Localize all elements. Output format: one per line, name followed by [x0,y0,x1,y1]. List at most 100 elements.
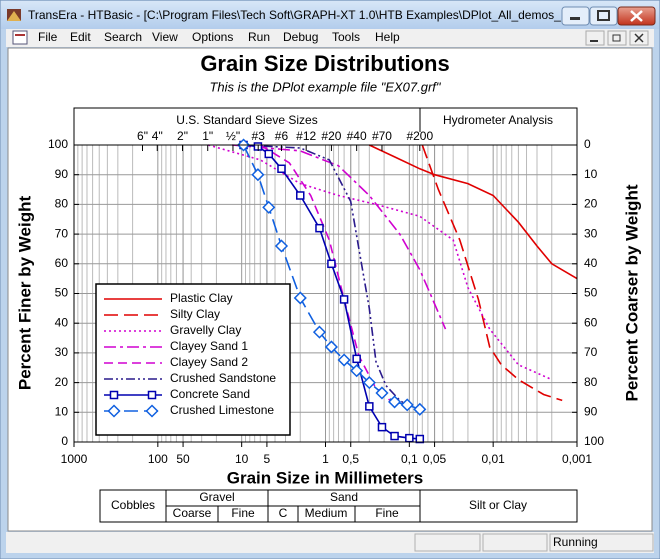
app-icon [7,9,21,21]
legend-label: Concrete Sand [170,387,250,401]
status-text: Running [553,535,598,549]
x-tick-label: 100 [148,452,168,466]
sieve-tick-label: #200 [406,129,433,143]
legend-label: Clayey Sand 2 [170,355,248,369]
marker [145,404,159,418]
mdi-restore[interactable] [607,30,627,46]
marker [337,353,351,367]
y-tick-label: 50 [55,286,69,300]
y2-axis-label: Percent Coarser by Weight [622,184,641,401]
x-tick-label: 0,5 [342,452,359,466]
marker [251,168,265,182]
marker [375,386,389,400]
y-axis-label: Percent Finer by Weight [15,196,34,391]
chart-title: Grain Size Distributions [200,51,449,76]
class-label: Coarse [173,506,212,520]
menu-bar [6,29,654,47]
status-panel [482,533,548,552]
class-label: Gravel [199,490,234,504]
menu-item[interactable]: Search [104,30,142,44]
marker [362,376,376,390]
y-tick-label: 30 [55,345,69,359]
y2-tick-label: 50 [584,286,598,300]
class-label: Cobbles [111,498,155,512]
legend: Plastic Clay Silty Clay Gravelly Clay Claye… [95,283,291,436]
menu-item[interactable]: Tools [332,30,360,44]
legend-label: Clayey Sand 1 [170,339,248,353]
marker [350,364,364,378]
header-left: U.S. Standard Sieve Sizes [176,113,317,127]
y-tick-label: 40 [55,315,69,329]
y-tick-label: 90 [55,167,69,181]
sieve-tick-label: #70 [372,129,392,143]
legend-label: Gravelly Clay [170,323,241,337]
marker [107,404,121,418]
marker [377,422,387,432]
marker [413,402,427,416]
y2-tick-label: 100 [584,434,604,448]
marker [315,223,324,233]
marker [324,340,338,354]
sieve-tick-label: 6" [137,129,148,143]
legend-label: Crushed Sandstone [170,371,276,385]
menu-item[interactable]: File [38,30,58,44]
minimize-button[interactable] [561,6,590,26]
sieve-tick-label: #3 [252,129,266,143]
header-right: Hydrometer Analysis [443,113,553,127]
mdi-minimize[interactable] [585,30,605,46]
maximize-button[interactable] [589,6,618,26]
marker [400,398,414,412]
y2-tick-label: 90 [584,404,598,418]
menu-item[interactable]: Run [248,30,270,44]
mdi-close[interactable] [629,30,649,46]
class-label: Fine [375,506,399,520]
marker [352,354,361,364]
class-label: C [279,506,288,520]
chart-subtitle: This is the DPlot example file "EX07.grf… [209,79,441,94]
series-line [368,144,578,280]
legend-label: Crushed Limestone [170,403,274,417]
menu-item[interactable]: Help [375,30,400,44]
status-panel [414,533,481,552]
x-tick-label: 0,001 [562,452,592,466]
close-button[interactable] [617,6,656,26]
x-tick-label: 1 [322,452,329,466]
marker [277,164,286,174]
marker [388,395,402,409]
y-tick-label: 70 [55,226,69,240]
y2-tick-label: 40 [584,256,598,270]
marker [264,149,274,159]
plot-border [73,144,578,443]
class-label: Sand [330,490,358,504]
marker [296,191,305,200]
sieve-tick-label: 2" [177,129,188,143]
menu-item[interactable]: Options [192,30,233,44]
marker [109,390,119,400]
sieve-tick-label: ½" [226,129,240,143]
header-band [73,107,578,146]
class-label: Fine [231,506,255,520]
menu-item[interactable]: Edit [70,30,91,44]
x-tick-label: 1000 [61,452,88,466]
marker [312,325,327,339]
series-line [421,144,563,402]
marker [327,259,336,269]
doc-icon [12,30,28,45]
sieve-tick-label: #20 [321,129,341,143]
x-tick-label: 5 [264,452,271,466]
title-bar [1,1,659,29]
menu-item[interactable]: View [152,30,178,44]
marker [415,434,425,444]
y2-tick-label: 10 [584,167,598,181]
x-tick-label: 10 [235,452,249,466]
x-tick-label: 0,01 [481,452,505,466]
menu-item[interactable]: Debug [283,30,318,44]
x-axis-label: Grain Size in Millimeters [227,468,424,487]
marker [365,402,374,411]
sieve-tick-label: 1" [202,129,213,143]
y2-tick-label: 30 [584,226,598,240]
y2-tick-label: 0 [584,137,591,151]
legend-label: Silty Clay [170,307,220,321]
y-tick-label: 100 [48,137,68,151]
